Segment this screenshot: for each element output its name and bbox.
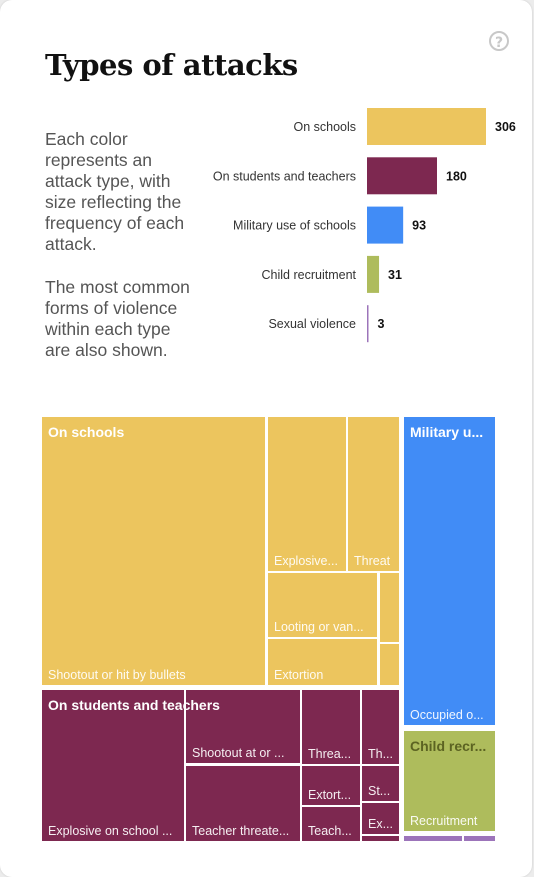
treemap-group xyxy=(404,836,495,841)
bar-category-label: Military use of schools xyxy=(233,219,356,233)
bar-chart: On schools 306 On students and teachers 180… xyxy=(213,108,516,343)
bar-value-label: 3 xyxy=(378,317,385,331)
treemap-group-label: On schools xyxy=(48,424,124,440)
treemap-group-label: On students and teachers xyxy=(48,697,220,713)
bar-value-label: 306 xyxy=(495,120,516,134)
treemap-cell[interactable] xyxy=(362,690,399,764)
bar-value-label: 93 xyxy=(412,219,426,233)
bar[interactable] xyxy=(367,255,380,293)
treemap-cell[interactable] xyxy=(380,573,399,642)
treemap-cell[interactable] xyxy=(186,766,300,841)
treemap-cell-label: Threat xyxy=(354,554,391,568)
treemap-group-label: Child recr... xyxy=(410,738,486,754)
bar-category-label: Child recruitment xyxy=(262,268,357,282)
treemap-cell-label: St... xyxy=(368,784,390,798)
bar[interactable] xyxy=(367,305,369,343)
treemap-group-label: Military u... xyxy=(410,424,483,440)
treemap-cell[interactable] xyxy=(268,573,377,637)
treemap-cell[interactable] xyxy=(404,417,495,725)
treemap-cell[interactable] xyxy=(268,639,377,685)
treemap-cell[interactable] xyxy=(362,836,399,841)
treemap-cell[interactable] xyxy=(302,807,360,841)
treemap-cell[interactable] xyxy=(362,803,399,834)
treemap-cell[interactable] xyxy=(42,417,265,685)
treemap-cell-label: Looting or van... xyxy=(274,620,364,634)
treemap-cell[interactable] xyxy=(302,690,360,764)
question-circle-icon[interactable]: ? xyxy=(489,31,509,51)
treemap-cell-label: Th... xyxy=(368,747,393,761)
treemap-cell[interactable] xyxy=(362,766,399,801)
treemap-cell-label: Threa... xyxy=(308,747,351,761)
treemap-cell-label: Extortion xyxy=(274,668,323,682)
chart-title: Types of attacks xyxy=(45,48,298,82)
treemap-cell[interactable] xyxy=(348,417,399,571)
treemap-cell-label: Extort... xyxy=(308,788,351,802)
treemap-cell[interactable] xyxy=(404,731,495,831)
treemap-cell-label: Shootout at or ... xyxy=(192,746,284,760)
treemap-group: Occupied o... Military u... xyxy=(404,417,495,725)
bar[interactable] xyxy=(367,108,486,145)
bar-value-label: 31 xyxy=(388,268,402,282)
bar-category-label: On schools xyxy=(293,120,356,134)
treemap-cell-label: Explosive on school ... xyxy=(48,824,172,838)
description-paragraph-2: The most common forms of violence within… xyxy=(45,277,190,360)
bar-category-label: On students and teachers xyxy=(213,169,356,183)
treemap-cell[interactable] xyxy=(186,690,300,763)
treemap-cell-label: Recruitment xyxy=(410,814,478,828)
description-paragraph-1: Each color represents an attack type, wi… xyxy=(45,129,185,254)
bar[interactable] xyxy=(367,206,404,244)
bar-category-label: Sexual violence xyxy=(268,317,356,331)
treemap-group: Explosive on school ... Shootout at or ..… xyxy=(42,690,399,841)
treemap-cell[interactable] xyxy=(268,417,346,571)
treemap-cell-label: Occupied o... xyxy=(410,708,484,722)
treemap-group: Shootout or hit by bullets Explosive... Th… xyxy=(42,417,399,685)
treemap-group: Recruitment Child recr... xyxy=(404,731,495,831)
treemap-cell[interactable] xyxy=(42,690,184,841)
treemap-cell[interactable] xyxy=(464,836,495,841)
treemap-cell[interactable] xyxy=(302,766,360,805)
treemap-cell[interactable] xyxy=(404,836,462,841)
treemap-cell-label: Ex... xyxy=(368,817,393,831)
treemap-cell-label: Shootout or hit by bullets xyxy=(48,668,186,682)
treemap-cell[interactable] xyxy=(380,644,399,685)
bar[interactable] xyxy=(367,157,437,195)
treemap-cell-label: Teacher threate... xyxy=(192,824,289,838)
bar-value-label: 180 xyxy=(446,169,467,183)
treemap-cell-label: Explosive... xyxy=(274,554,338,568)
treemap-cell-label: Teach... xyxy=(308,824,352,838)
